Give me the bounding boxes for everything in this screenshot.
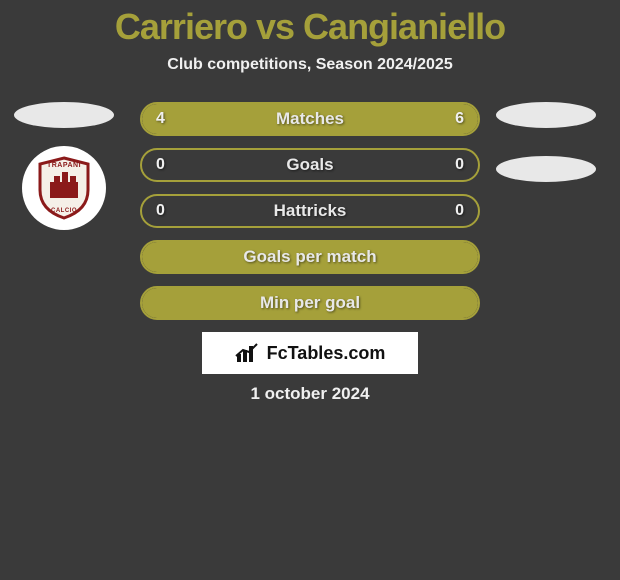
title: Carriero vs Cangianiello [0,6,620,48]
subtitle: Club competitions, Season 2024/2025 [0,56,620,74]
stat-row: Min per goal [140,286,480,320]
stat-value-left: 0 [156,202,165,220]
brand-text: FcTables.com [267,343,386,364]
stat-label: Goals per match [243,247,376,267]
stat-value-right: 6 [455,110,464,128]
stat-label: Matches [276,109,344,129]
comparison-widget: Carriero vs Cangianiello Club competitio… [0,0,620,404]
stats-area: TRAPANI CALCIO 46Matches00Goals00Hattric… [0,102,620,320]
stat-value-right: 0 [455,202,464,220]
chart-icon [235,342,261,364]
stat-label: Min per goal [260,293,360,313]
stat-row: Goals per match [140,240,480,274]
player1-name: Carriero [115,6,247,47]
stat-label: Goals [286,155,333,175]
vs-text: vs [256,6,294,47]
brand-box: FcTables.com [202,332,418,374]
stat-value-left: 4 [156,110,165,128]
date-text: 1 october 2024 [0,384,620,404]
stat-value-left: 0 [156,156,165,174]
player2-name: Cangianiello [303,6,505,47]
stat-row: 0 0 Hattricks [140,194,480,228]
stat-row: 0 0 Goals [140,148,480,182]
stat-label: Hattricks [274,201,347,221]
stat-rows: 4 6 Matches 0 0 Goals 0 0 Hattricks Goals per mat… [0,102,620,320]
stat-value-right: 0 [455,156,464,174]
stat-row: 4 6 Matches [140,102,480,136]
